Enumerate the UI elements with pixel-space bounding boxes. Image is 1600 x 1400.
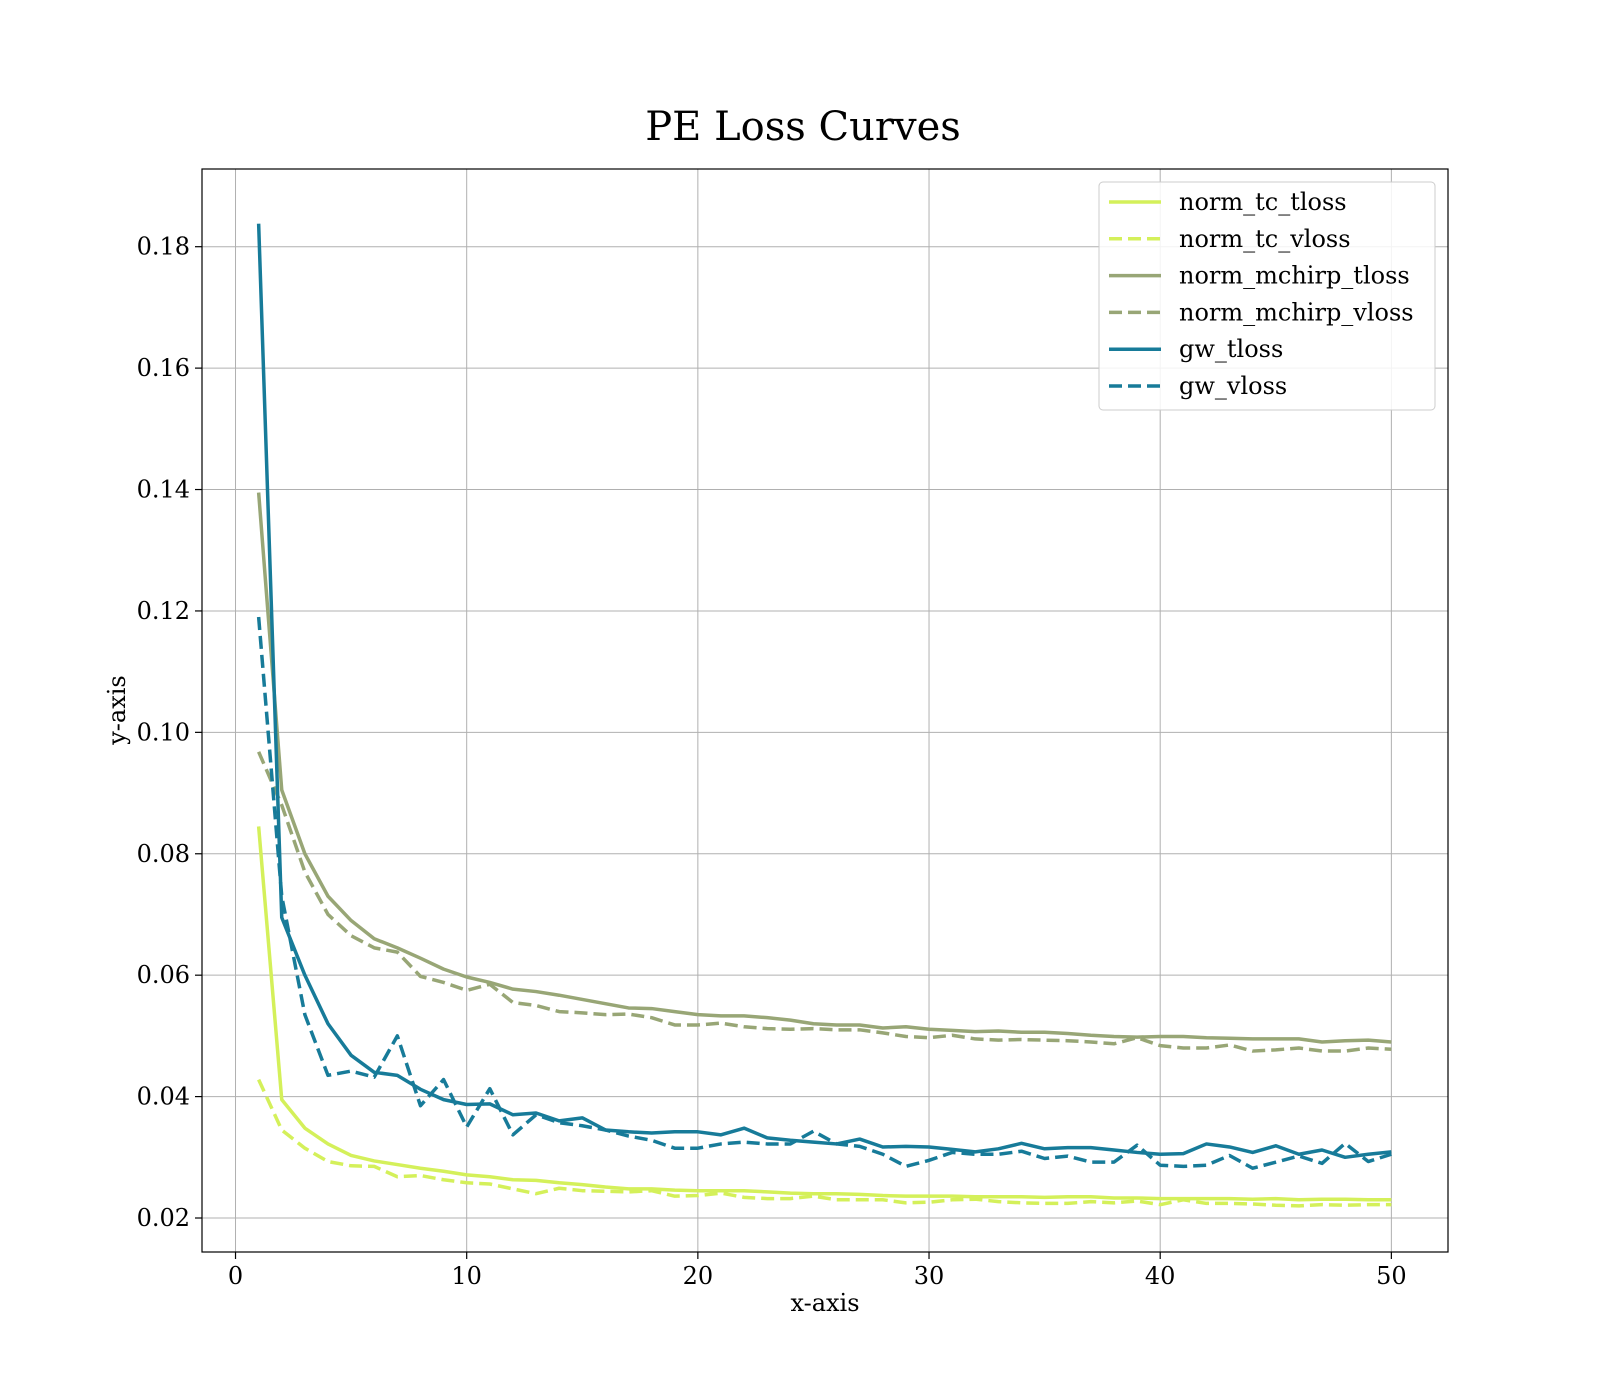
series-line-norm-tc-tloss (256, 826, 1392, 1202)
legend: norm_tc_tloss norm_tc_vloss norm_mchirp_tl… (1098, 181, 1436, 411)
series-line-gw-tloss (256, 223, 1392, 1160)
legend-label: norm_tc_vloss (1179, 225, 1351, 253)
chart-title: PE Loss Curves (645, 104, 961, 150)
y-tick-label: 0.06 (137, 961, 190, 989)
legend-label: norm_mchirp_tloss (1179, 262, 1410, 290)
x-tick-label: 50 (1376, 1262, 1407, 1290)
x-axis-label: x-axis (790, 1289, 859, 1317)
series-group (256, 223, 1392, 1208)
y-tick-label: 0.10 (137, 718, 190, 746)
x-tick-label: 0 (228, 1262, 243, 1290)
x-tick-label: 10 (451, 1262, 482, 1290)
y-tick-label: 0.12 (137, 597, 190, 625)
y-axis-label: y-axis (103, 675, 131, 746)
legend-box (1098, 181, 1436, 411)
grid (202, 169, 1448, 1252)
axis-ticks: 0 10 20 30 40 50 0.02 0.04 0.06 0.08 0.10 0.12 0.14 0… (137, 233, 1407, 1290)
series-line-norm-mchirp-vloss (257, 751, 1392, 1053)
plot-frame (201, 168, 1449, 1253)
y-tick-label: 0.18 (137, 233, 190, 261)
legend-label: norm_mchirp_vloss (1179, 298, 1414, 326)
legend-label: norm_tc_tloss (1179, 188, 1347, 216)
y-tick-label: 0.14 (137, 476, 190, 504)
x-tick-label: 20 (683, 1262, 714, 1290)
y-tick-label: 0.08 (137, 840, 190, 868)
series-line-gw-vloss (256, 616, 1392, 1170)
y-tick-label: 0.02 (137, 1204, 190, 1232)
x-tick-label: 30 (914, 1262, 945, 1290)
y-tick-label: 0.16 (137, 354, 190, 382)
series-line-norm-mchirp-tloss (256, 492, 1392, 1044)
legend-label: gw_vloss (1179, 372, 1287, 400)
series-line-norm-tc-vloss (257, 1078, 1392, 1208)
legend-label: gw_tloss (1179, 335, 1283, 363)
y-tick-label: 0.04 (137, 1083, 190, 1111)
x-tick-label: 40 (1145, 1262, 1176, 1290)
